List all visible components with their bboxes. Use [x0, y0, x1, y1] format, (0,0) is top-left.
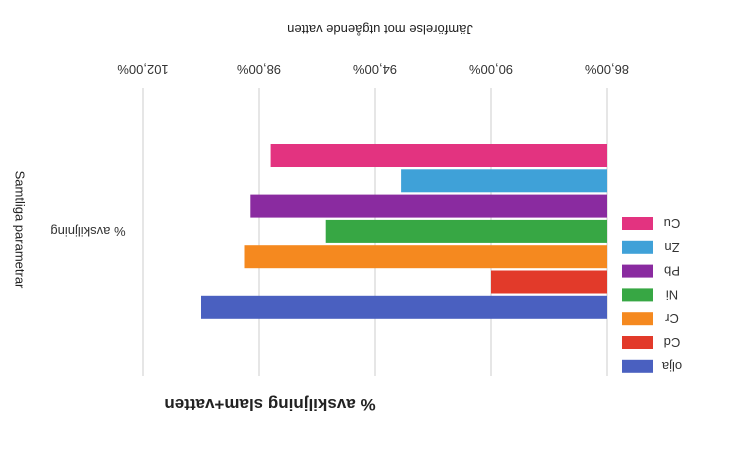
legend-label-ni: Ni	[666, 287, 678, 302]
bar-zn	[401, 169, 607, 193]
category-label: % avskiljning	[50, 224, 125, 239]
bar-ni	[325, 219, 607, 243]
legend-swatch-cd	[622, 336, 653, 349]
legend-swatch-ni	[622, 288, 653, 302]
bar-cd	[491, 270, 607, 294]
chart-title: % avskiljning slam+vatten	[164, 395, 376, 414]
legend-swatch-olja	[622, 359, 653, 373]
bar-pb	[250, 194, 608, 218]
x-tick-label: 102,00%	[117, 62, 169, 77]
legend-label-pb: Pb	[664, 264, 680, 279]
bar-cr	[244, 245, 607, 269]
x-tick-label: 98,00%	[237, 62, 282, 77]
bars	[201, 144, 608, 319]
legend-swatch-zn	[622, 240, 653, 254]
bar-cu	[270, 144, 607, 167]
legend-label-cu: Cu	[664, 216, 681, 231]
legend-swatch-cu	[622, 217, 653, 230]
x-axis-title: Jämförelse mot utgående vatten	[287, 22, 473, 37]
legend: Cu Zn Pb Ni Cr Cd olja	[622, 216, 682, 374]
legend-label-zn: Zn	[664, 240, 679, 255]
x-tick-label: 90,00%	[469, 62, 514, 77]
legend-label-olja: olja	[661, 359, 682, 374]
legend-label-cr: Cr	[664, 311, 678, 326]
x-tick-label: 94,00%	[353, 62, 398, 77]
category-label-group: % avskiljning	[50, 224, 125, 239]
x-tick-label: 86,00%	[585, 62, 630, 77]
legend-swatch-cr	[622, 312, 653, 326]
legend-label-cd: Cd	[664, 335, 681, 350]
bar-olja	[201, 295, 607, 319]
y-axis-title: Samtliga parametrar	[12, 170, 28, 289]
x-tick-labels: 86,00% 90,00% 94,00% 98,00% 102,00%	[117, 62, 629, 77]
legend-swatch-pb	[622, 264, 653, 278]
